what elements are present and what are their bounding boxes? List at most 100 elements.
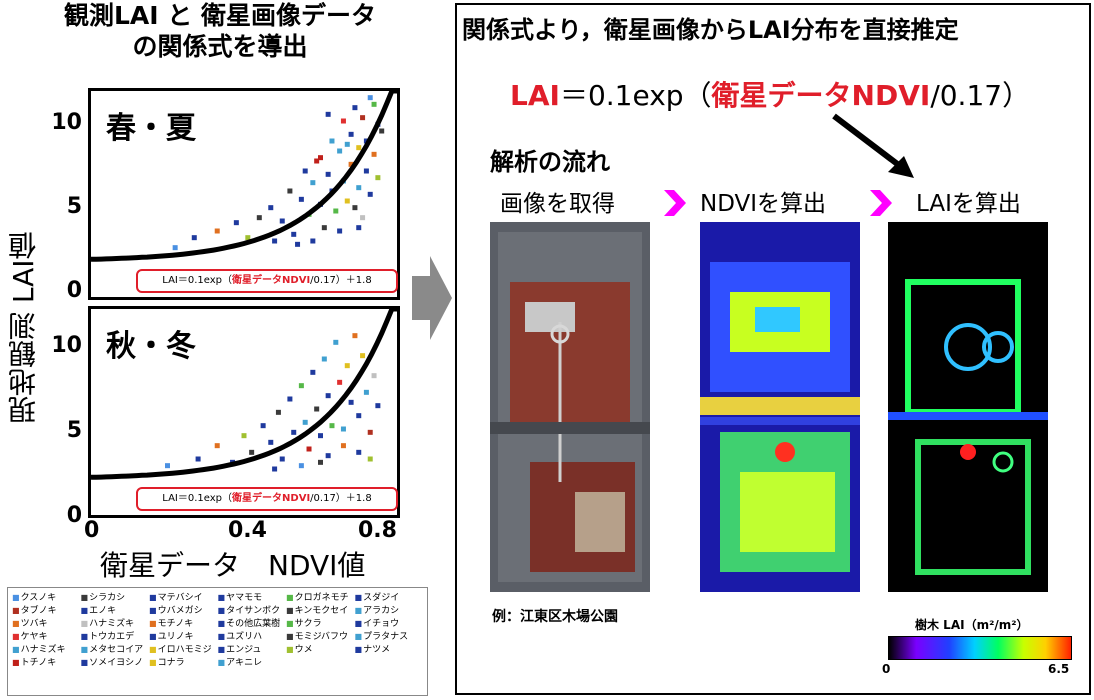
data-point [360, 215, 366, 221]
legend-label: イロハモミジ [157, 645, 212, 655]
legend-label: エノキ [89, 606, 117, 616]
data-point [214, 443, 220, 449]
data-point [310, 238, 316, 244]
fit-curve [91, 309, 397, 480]
data-point [348, 399, 354, 405]
data-point [325, 393, 331, 399]
colorbar-title: 樹木 LAI（m²/m²） [915, 618, 1029, 632]
eq-red: 衛星データNDVI [232, 493, 311, 504]
data-point [344, 141, 350, 147]
data-point [268, 439, 274, 445]
legend-label: ケヤキ [20, 632, 48, 642]
data-point [329, 138, 335, 144]
legend-label: モチノキ [157, 619, 194, 629]
legend-marker-icon: ■ [286, 645, 294, 654]
data-point [310, 180, 316, 186]
x-axis-label: 衛星データ NDVI値 [100, 549, 366, 582]
data-point [375, 403, 381, 409]
legend-marker-icon: ■ [80, 619, 89, 628]
data-point [325, 453, 331, 459]
data-point [191, 235, 197, 241]
colorbar-max: 6.5 [1048, 662, 1070, 676]
right-arrow-icon [412, 256, 452, 340]
data-point [214, 228, 220, 234]
legend-label: ユズリハ [226, 632, 263, 642]
legend-item: ■エノキ [81, 604, 150, 617]
data-point [279, 218, 285, 224]
legend-item: ■クロガネモチ [286, 591, 355, 604]
legend-marker-icon: ■ [217, 619, 226, 628]
legend-label: エンジュ [226, 645, 262, 655]
data-point [356, 413, 362, 419]
legend-marker-icon: ■ [80, 606, 89, 615]
formula-end: /0.17） [930, 79, 1031, 112]
left-title-line1: 観測LAI と 衛星画像データ [64, 1, 376, 30]
ytick-10-bottom: 10 [51, 333, 82, 358]
ytick-10-top: 10 [51, 110, 82, 135]
right-title: 関係式より，衛星画像からLAI分布を直接推定 [462, 16, 959, 44]
legend-marker-icon: ■ [217, 606, 226, 615]
legend-label: メタセコイア [89, 645, 144, 655]
data-point [344, 198, 350, 204]
data-point [256, 215, 262, 221]
eq-prefix: LAI＝0.1exp（ [162, 493, 233, 504]
colorbar-min: 0 [882, 662, 891, 676]
legend-item: ■ユリノキ [149, 630, 218, 643]
data-point [348, 161, 354, 167]
legend-item: ■トウカエデ [81, 630, 150, 643]
ytick-5-top: 5 [66, 194, 82, 219]
legend-label: ハナミズキ [89, 619, 135, 629]
data-point [172, 245, 178, 251]
legend-marker-icon: ■ [217, 593, 226, 602]
data-point [329, 423, 335, 429]
legend-label: プラタナス [363, 632, 409, 642]
legend-item: ■スダジイ [355, 591, 424, 604]
data-point [371, 101, 377, 107]
data-point [298, 463, 304, 469]
data-point [360, 353, 366, 359]
data-point [375, 175, 381, 181]
left-title: 観測LAI と 衛星画像データ の関係式を導出 [0, 0, 440, 62]
ndvi-image [700, 222, 860, 592]
legend-marker-icon: ■ [80, 593, 89, 602]
legend-item: ■マテバシイ [149, 591, 218, 604]
legend-item: ■イチョウ [355, 617, 424, 630]
data-point [371, 373, 377, 379]
legend-item: ■トチノキ [12, 656, 81, 669]
species-legend: ■クスノキ ■シラカシ ■マテバシイ ■ヤマモモ ■クロガネモチ ■スダジイ ■タブノキ ■エ… [7, 587, 428, 696]
legend-label: ユリノキ [157, 632, 194, 642]
legend-label: サクラ [294, 619, 322, 629]
legend-item: ■モミジバフウ [286, 630, 355, 643]
legend-marker-icon: ■ [354, 645, 363, 654]
legend-item: ■ハナミズキ [12, 643, 81, 656]
fit-equation-box: LAI＝0.1exp（衛星データNDVI/0.17）＋1.8 [136, 269, 398, 293]
formula-ndvi: 衛星データNDVI [711, 79, 931, 112]
legend-label: マテバシイ [157, 593, 203, 603]
data-point [298, 383, 304, 389]
scatter-panel-spring-summer: 春・夏 LAI＝0.1exp（衛星データNDVI/0.17）＋1.8 [88, 88, 400, 300]
data-point [318, 459, 323, 465]
legend-item: ■コナラ [149, 656, 218, 669]
data-point [314, 406, 320, 412]
legend-marker-icon: ■ [286, 632, 294, 641]
scatter-plot-spring-summer [91, 91, 397, 262]
data-point [291, 429, 297, 435]
legend-item: ■ヤマモモ [218, 591, 287, 604]
legend-marker-icon: ■ [80, 658, 89, 667]
eq-prefix: LAI＝0.1exp（ [162, 275, 233, 286]
data-point [333, 339, 339, 345]
data-point [275, 409, 281, 415]
formula-pointer-arrow-icon [832, 113, 914, 178]
legend-item: ■モチノキ [149, 617, 218, 630]
legend-item: ■ツバキ [12, 617, 81, 630]
lai-colorbar [888, 636, 1072, 660]
legend-label: ハナミズキ [20, 645, 66, 655]
lai-image [888, 222, 1048, 592]
data-point [337, 379, 343, 385]
scatter-panel-autumn-winter: 秋・冬 LAI＝0.1exp（衛星データNDVI/0.17）＋1.8 [88, 306, 400, 518]
data-point [268, 205, 274, 211]
legend-marker-icon: ■ [217, 658, 226, 667]
data-point [363, 389, 369, 395]
data-point [272, 466, 278, 472]
legend-marker-icon: ■ [149, 658, 157, 667]
